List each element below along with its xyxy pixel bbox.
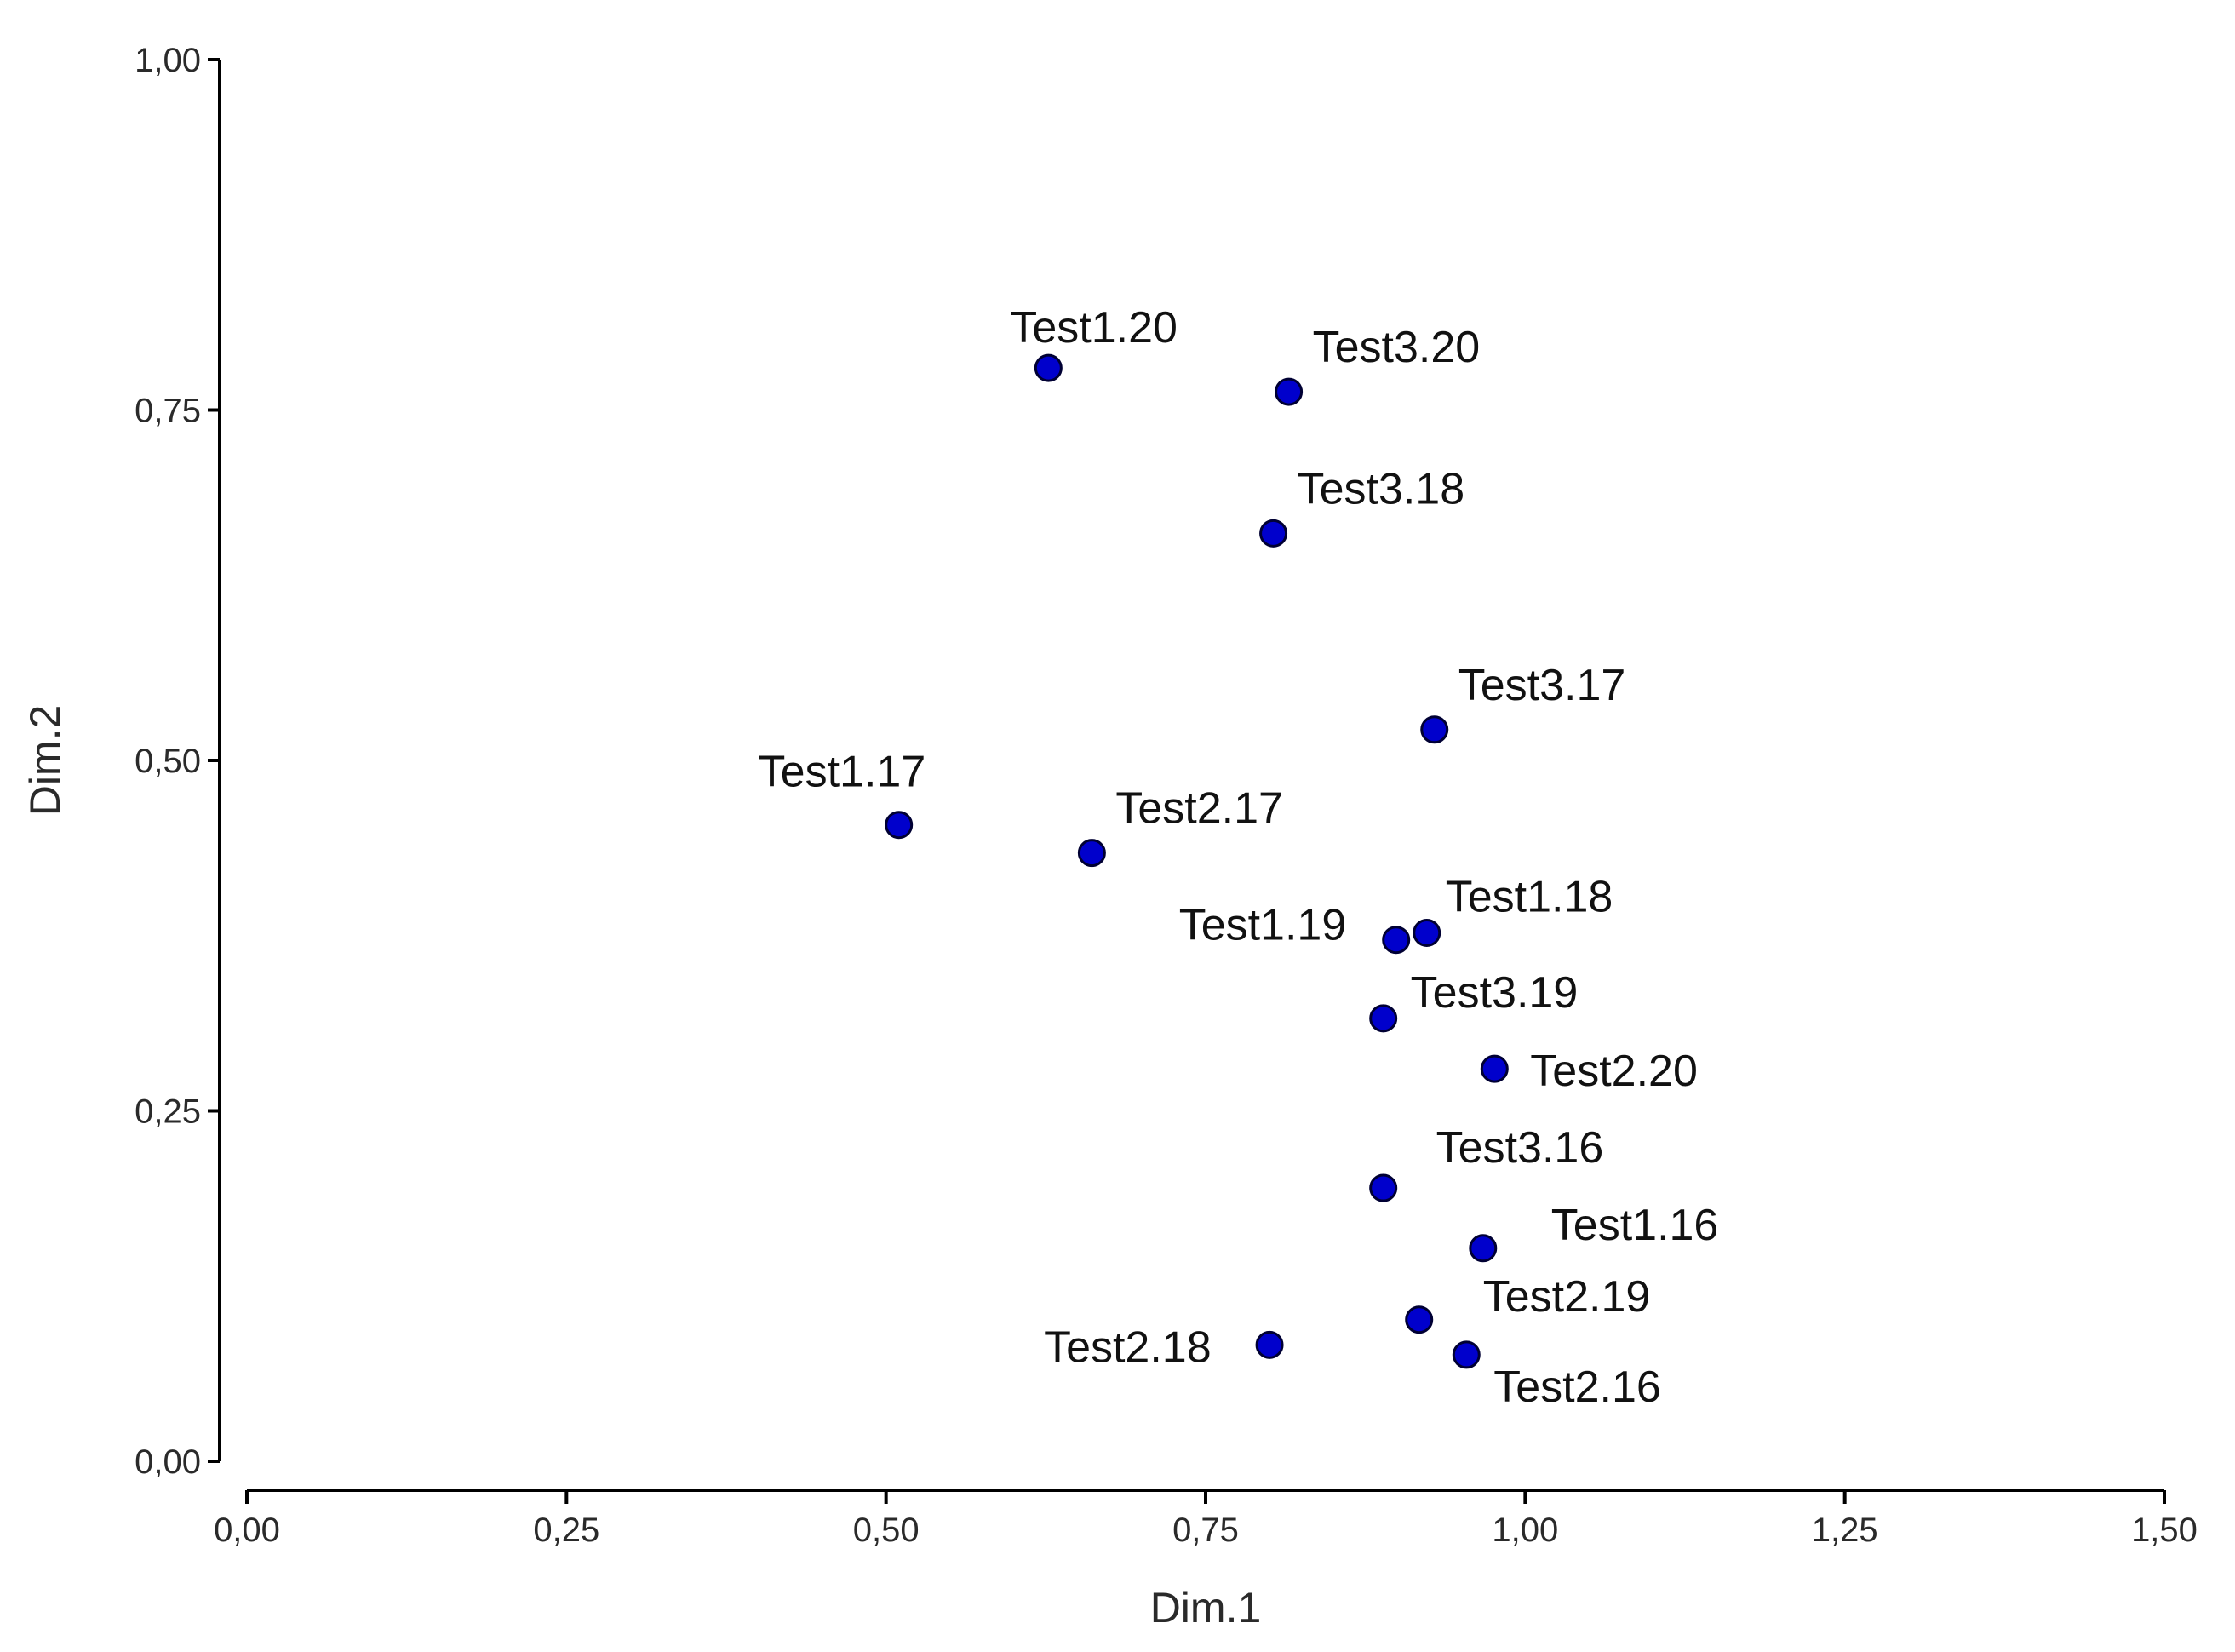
x-tick-label: 0,50 <box>853 1511 920 1549</box>
y-axis-title: Dim.2 <box>21 705 69 817</box>
data-label: Test3.20 <box>1313 323 1481 372</box>
data-point <box>885 811 914 840</box>
data-point <box>1480 1054 1509 1083</box>
x-tick-label: 1,00 <box>1492 1511 1558 1549</box>
data-label: Test1.18 <box>1446 872 1613 921</box>
data-points <box>885 353 1509 1369</box>
data-label: Test2.18 <box>1044 1322 1212 1372</box>
data-point <box>1369 1173 1398 1202</box>
data-label: Test3.19 <box>1411 968 1579 1018</box>
x-tick-label: 1,25 <box>1812 1511 1878 1549</box>
y-tick-label: 0,25 <box>135 1093 201 1131</box>
data-label: Test3.18 <box>1298 464 1465 513</box>
data-label: Test1.17 <box>759 748 926 797</box>
data-label: Test1.20 <box>1010 303 1178 353</box>
data-labels: Test1.20 Test3.20 Test3.18 Test3.17 Test1.17… <box>759 303 1719 1412</box>
data-label: Test3.16 <box>1436 1123 1604 1173</box>
data-point <box>1259 519 1288 548</box>
y-axis: 0,00 0,25 0,50 0,75 1,00 <box>135 42 221 1481</box>
data-point <box>1255 1330 1284 1359</box>
data-label: Test2.19 <box>1483 1272 1651 1322</box>
data-point <box>1382 926 1411 955</box>
x-tick-label: 1,50 <box>2131 1511 2198 1549</box>
data-label: Test2.17 <box>1115 784 1283 834</box>
data-point <box>1369 1004 1398 1033</box>
data-label: Test2.20 <box>1530 1047 1698 1096</box>
data-point <box>1469 1234 1498 1263</box>
data-point <box>1420 715 1449 744</box>
data-point <box>1275 377 1304 406</box>
x-tick-label: 0,75 <box>1172 1511 1239 1549</box>
x-tick-label: 0,00 <box>214 1511 280 1549</box>
data-label: Test1.19 <box>1179 901 1347 950</box>
data-label: Test2.16 <box>1493 1362 1661 1412</box>
data-point <box>1077 839 1106 868</box>
y-tick-label: 0,75 <box>135 393 201 430</box>
data-point <box>1413 918 1441 947</box>
data-point <box>1405 1305 1434 1334</box>
data-point <box>1034 353 1063 382</box>
y-tick-label: 0,50 <box>135 743 201 780</box>
data-label: Test1.16 <box>1551 1201 1719 1250</box>
y-tick-label: 0,00 <box>135 1443 201 1481</box>
x-axis-title: Dim.1 <box>1150 1584 1262 1632</box>
data-point <box>1452 1340 1481 1369</box>
x-axis: 0,00 0,25 0,50 0,75 1,00 1,25 1,50 <box>214 1489 2198 1549</box>
y-tick-label: 1,00 <box>135 42 201 79</box>
data-label: Test3.17 <box>1458 661 1626 710</box>
x-tick-label: 0,25 <box>533 1511 599 1549</box>
